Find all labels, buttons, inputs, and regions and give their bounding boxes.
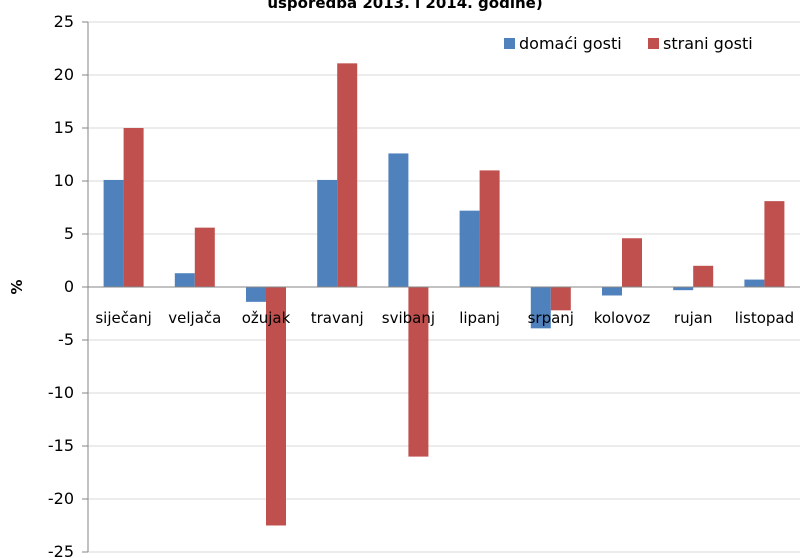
category-label: srpanj (528, 309, 574, 327)
bar-strani-7 (622, 238, 642, 287)
category-label: listopad (735, 309, 794, 327)
category-label: kolovoz (594, 309, 651, 327)
bar-strani-5 (479, 170, 500, 287)
bar-strani-4 (408, 287, 429, 457)
bar-strani-9 (764, 201, 785, 287)
legend-label: strani gosti (663, 34, 753, 53)
gridlines (82, 21, 800, 553)
chart-title: usporedba 2013. i 2014. godine) (267, 0, 542, 12)
category-label: ožujak (242, 309, 291, 327)
bar-strani-1 (194, 227, 215, 287)
y-tick-labels: 25 20 15 10 5 0 -5 -10 -15 -20 -25 (48, 12, 74, 558)
bar-domaci-8 (673, 287, 694, 291)
y-tick-label: 10 (54, 171, 74, 190)
bar-strani-6 (550, 287, 571, 311)
y-tick-label: 0 (64, 277, 74, 296)
y-tick-label: 15 (54, 118, 74, 137)
category-label: veljača (168, 309, 221, 327)
y-tick-label: 25 (54, 12, 74, 31)
legend-swatch (648, 38, 659, 49)
bar-domaci-6 (530, 287, 551, 329)
y-tick-label: -15 (48, 436, 74, 455)
category-label: svibanj (382, 309, 435, 327)
y-tick-label: -20 (48, 489, 74, 508)
bar-domaci-2 (246, 287, 266, 302)
category-label: travanj (311, 309, 364, 327)
category-label: siječanj (95, 309, 152, 327)
category-label: rujan (674, 309, 713, 327)
category-label: lipanj (459, 309, 500, 327)
bar-domaci-4 (388, 153, 409, 287)
axes (87, 22, 800, 552)
y-tick-label: -25 (48, 542, 74, 558)
bar-domaci-9 (744, 279, 765, 287)
bars (103, 63, 785, 526)
legend-label: domaći gosti (519, 34, 622, 53)
bar-strani-0 (123, 128, 144, 287)
y-tick-label: 20 (54, 65, 74, 84)
bar-strani-3 (337, 63, 358, 288)
legend: domaći gosti strani gosti (504, 34, 753, 53)
y-tick-label: -5 (58, 330, 74, 349)
y-tick-label: -10 (48, 383, 74, 402)
bar-domaci-3 (317, 179, 338, 287)
bar-strani-2 (266, 287, 286, 526)
legend-swatch (504, 38, 515, 49)
y-tick-label: 5 (64, 224, 74, 243)
y-axis-label: % (8, 279, 26, 294)
category-labels: siječanj veljača ožujak travanj svibanj lipan… (95, 309, 794, 327)
bar-domaci-5 (459, 210, 480, 287)
bar-strani-8 (693, 265, 714, 287)
bar-domaci-7 (602, 287, 622, 296)
bar-domaci-0 (103, 179, 124, 287)
bar-domaci-1 (174, 273, 195, 287)
